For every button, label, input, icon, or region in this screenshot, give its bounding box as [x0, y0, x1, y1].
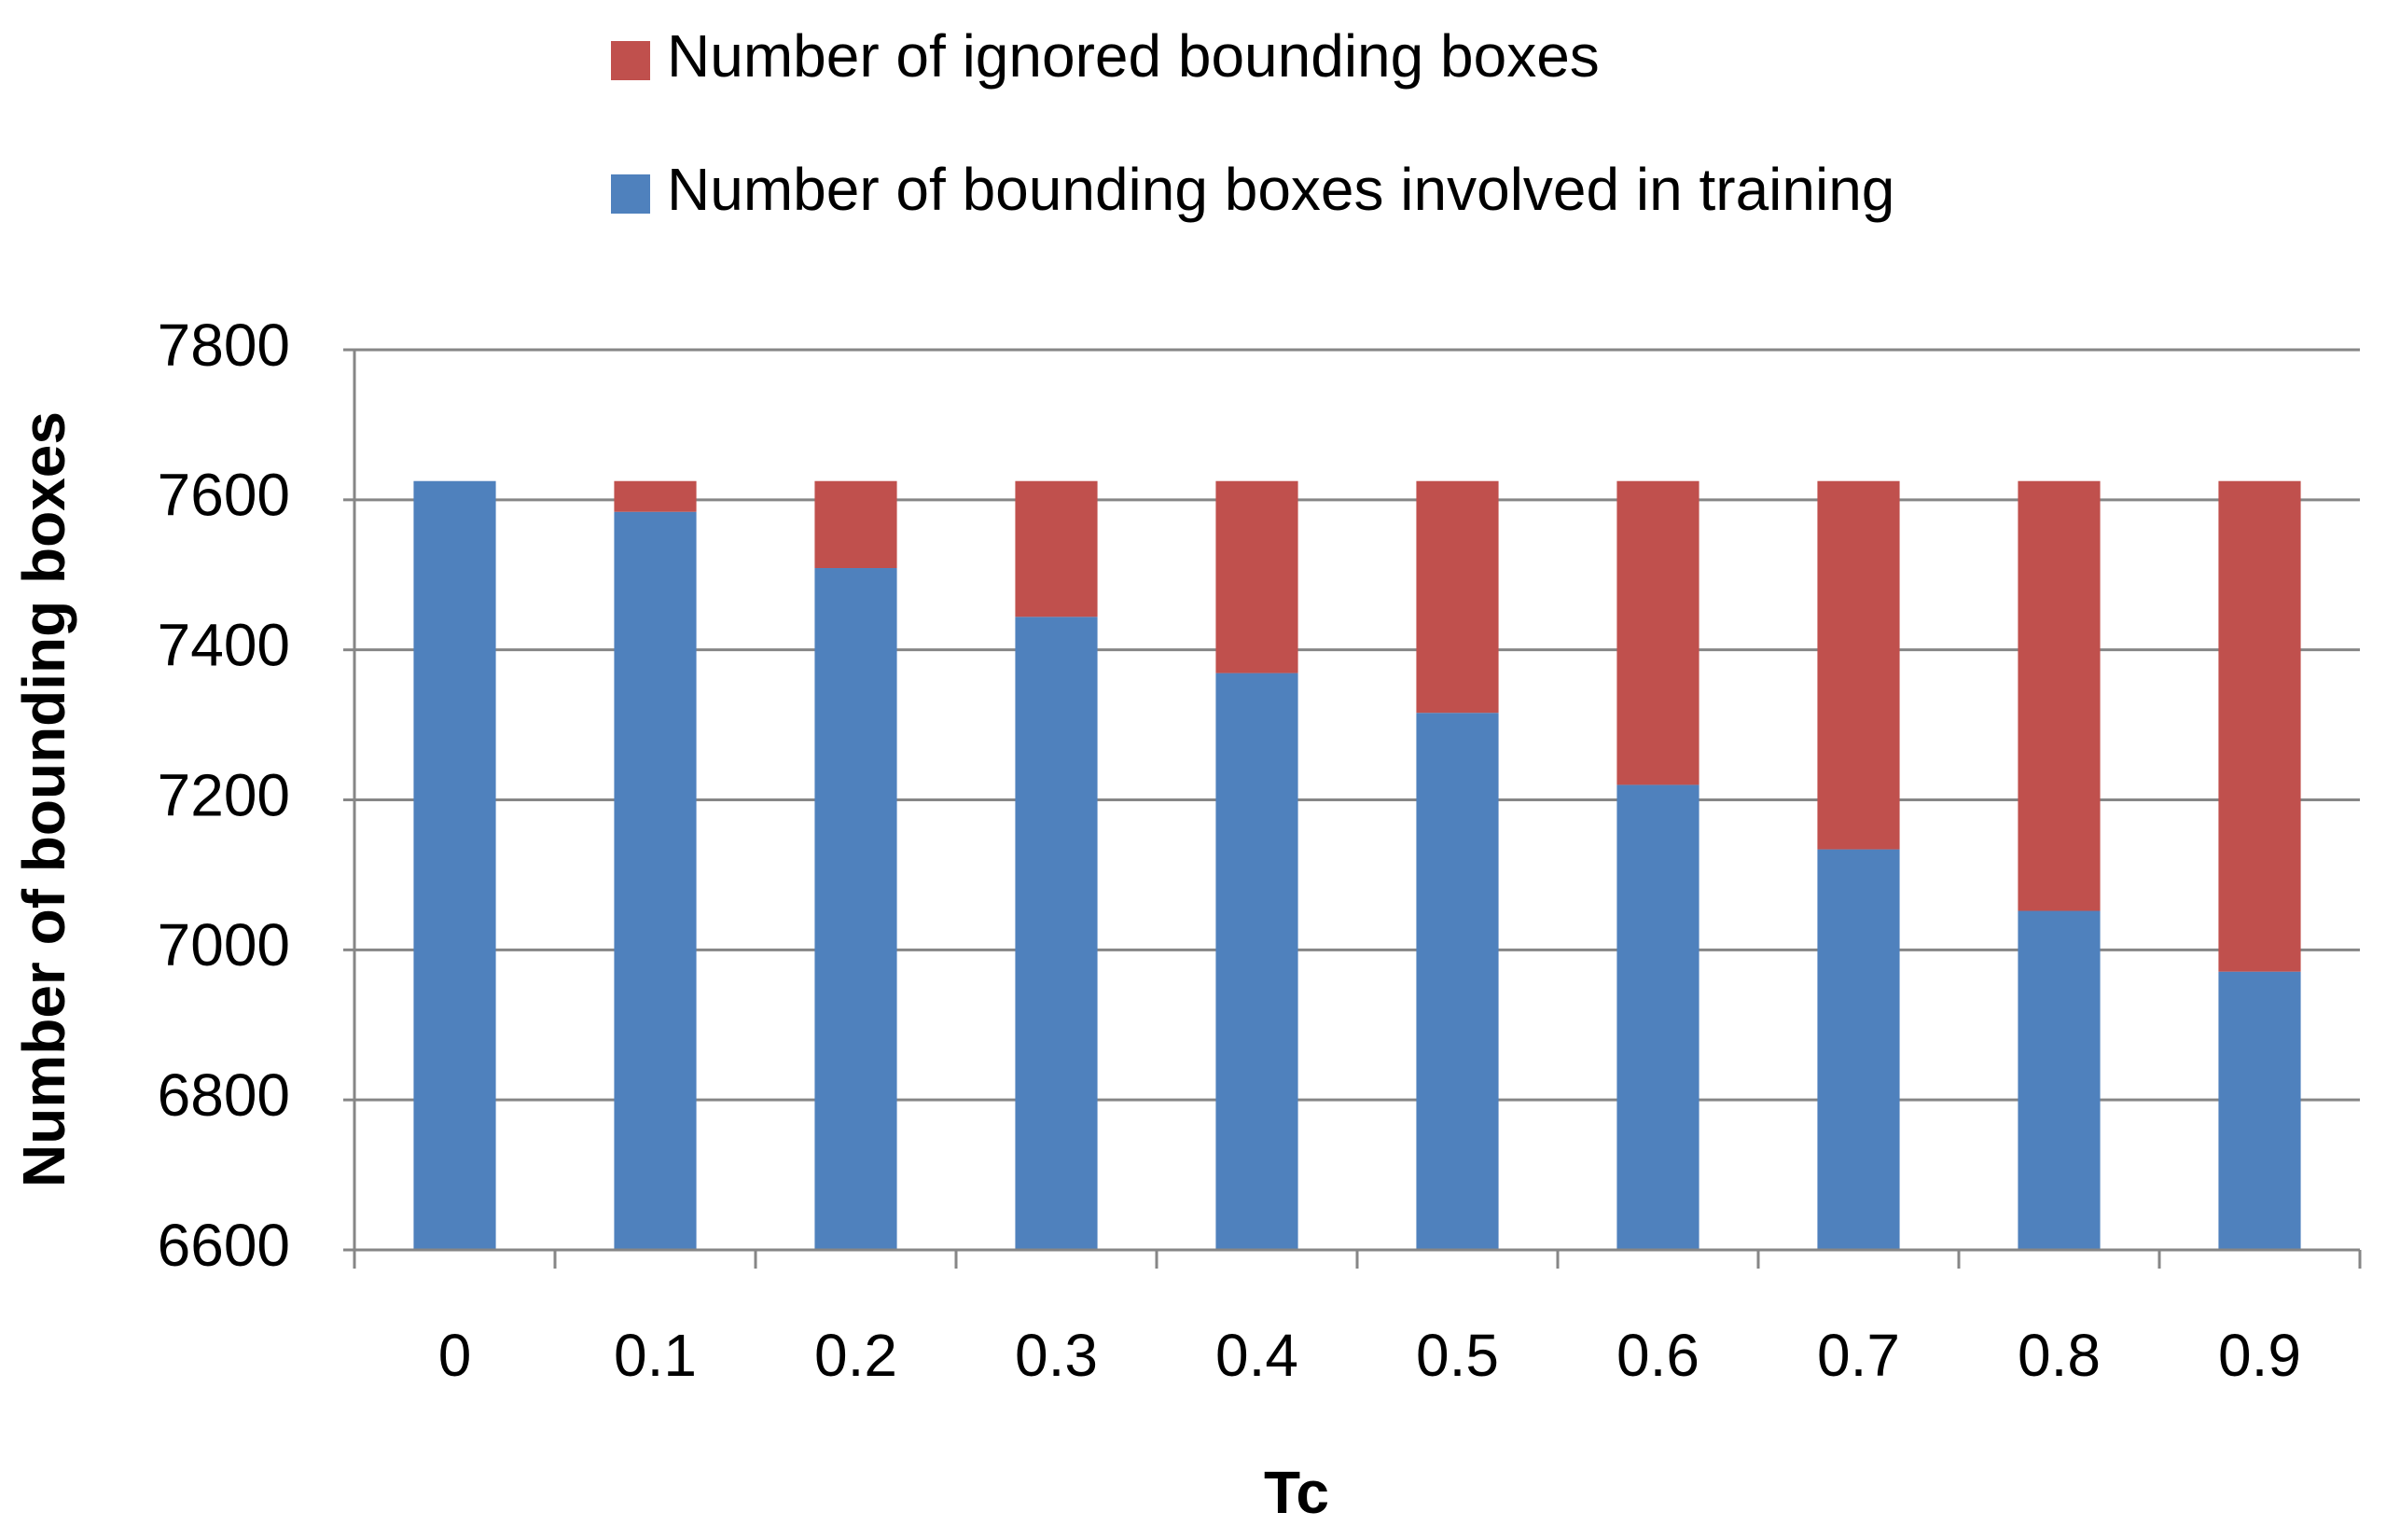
bar-segment	[413, 480, 496, 1250]
bar-segment	[1616, 480, 1699, 785]
x-tick-label: 0	[438, 1322, 472, 1389]
x-tick-label: 0.4	[1215, 1322, 1298, 1389]
y-tick-label: 7400	[158, 612, 290, 679]
x-tick-label: 0.2	[814, 1322, 897, 1389]
legend-label: Number of ignored bounding boxes	[667, 22, 1600, 90]
y-tick-label: 7800	[158, 312, 290, 379]
bar-segment	[814, 568, 897, 1250]
bar-segment	[814, 480, 897, 569]
x-tick-label: 0.9	[2218, 1322, 2301, 1389]
bar-segment	[2218, 480, 2301, 972]
legend-swatch	[611, 41, 650, 80]
bar-segment	[1015, 617, 1098, 1250]
x-tick-label: 0.1	[614, 1322, 697, 1389]
legend-label: Number of bounding boxes involved in tra…	[667, 156, 1894, 223]
x-axis-label: Tc	[1264, 1459, 1329, 1526]
bar-segment	[1015, 480, 1098, 617]
bar-segment	[1416, 713, 1499, 1250]
bar-segment	[2218, 971, 2301, 1250]
bar-segment	[1817, 480, 1900, 850]
y-tick-label: 7200	[158, 761, 290, 828]
bar-segment	[614, 511, 697, 1250]
bar-segment	[2018, 910, 2101, 1250]
bar-segment	[1416, 480, 1499, 714]
x-tick-label: 0.5	[1416, 1322, 1499, 1389]
y-axis-label: Number of bounding boxes	[10, 411, 77, 1187]
y-tick-label: 6800	[158, 1061, 290, 1129]
x-tick-label: 0.7	[1817, 1322, 1900, 1389]
bar-segment	[1616, 784, 1699, 1250]
legend-swatch	[611, 174, 650, 214]
bar-segment	[1817, 849, 1900, 1250]
y-tick-label: 6600	[158, 1212, 290, 1279]
bar-segment	[614, 480, 697, 512]
bar-segment	[2018, 480, 2101, 911]
bar-segment	[1215, 673, 1298, 1250]
x-tick-label: 0.8	[2018, 1322, 2101, 1389]
y-tick-label: 7000	[158, 911, 290, 978]
bar-segment	[1215, 480, 1298, 673]
x-tick-label: 0.6	[1616, 1322, 1699, 1389]
x-tick-label: 0.3	[1015, 1322, 1098, 1389]
y-tick-label: 7600	[158, 462, 290, 529]
